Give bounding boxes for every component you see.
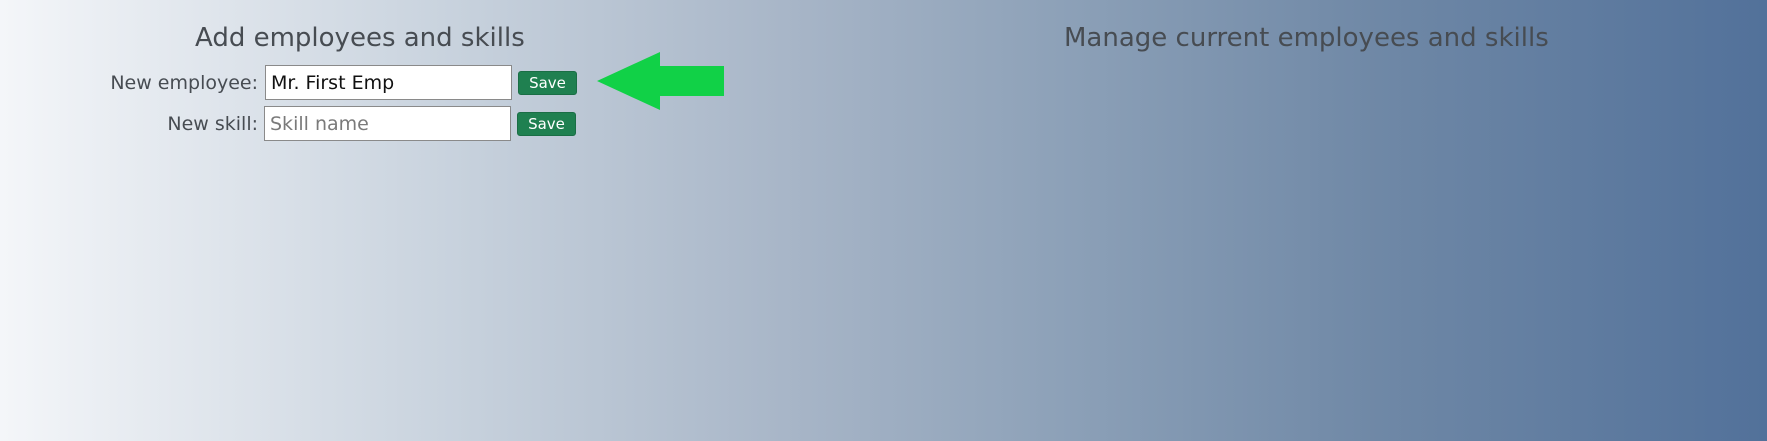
- arrow-left-shape: [597, 52, 724, 110]
- new-employee-input[interactable]: [265, 65, 512, 100]
- new-skill-input[interactable]: [264, 106, 511, 141]
- manage-section-title: Manage current employees and skills: [1064, 23, 1549, 53]
- save-employee-button[interactable]: Save: [518, 71, 577, 95]
- arrow-left-icon: [597, 52, 724, 110]
- new-skill-label: New skill:: [167, 113, 258, 135]
- add-section-title: Add employees and skills: [195, 23, 525, 53]
- save-skill-button[interactable]: Save: [517, 112, 576, 136]
- new-employee-label: New employee:: [110, 72, 258, 94]
